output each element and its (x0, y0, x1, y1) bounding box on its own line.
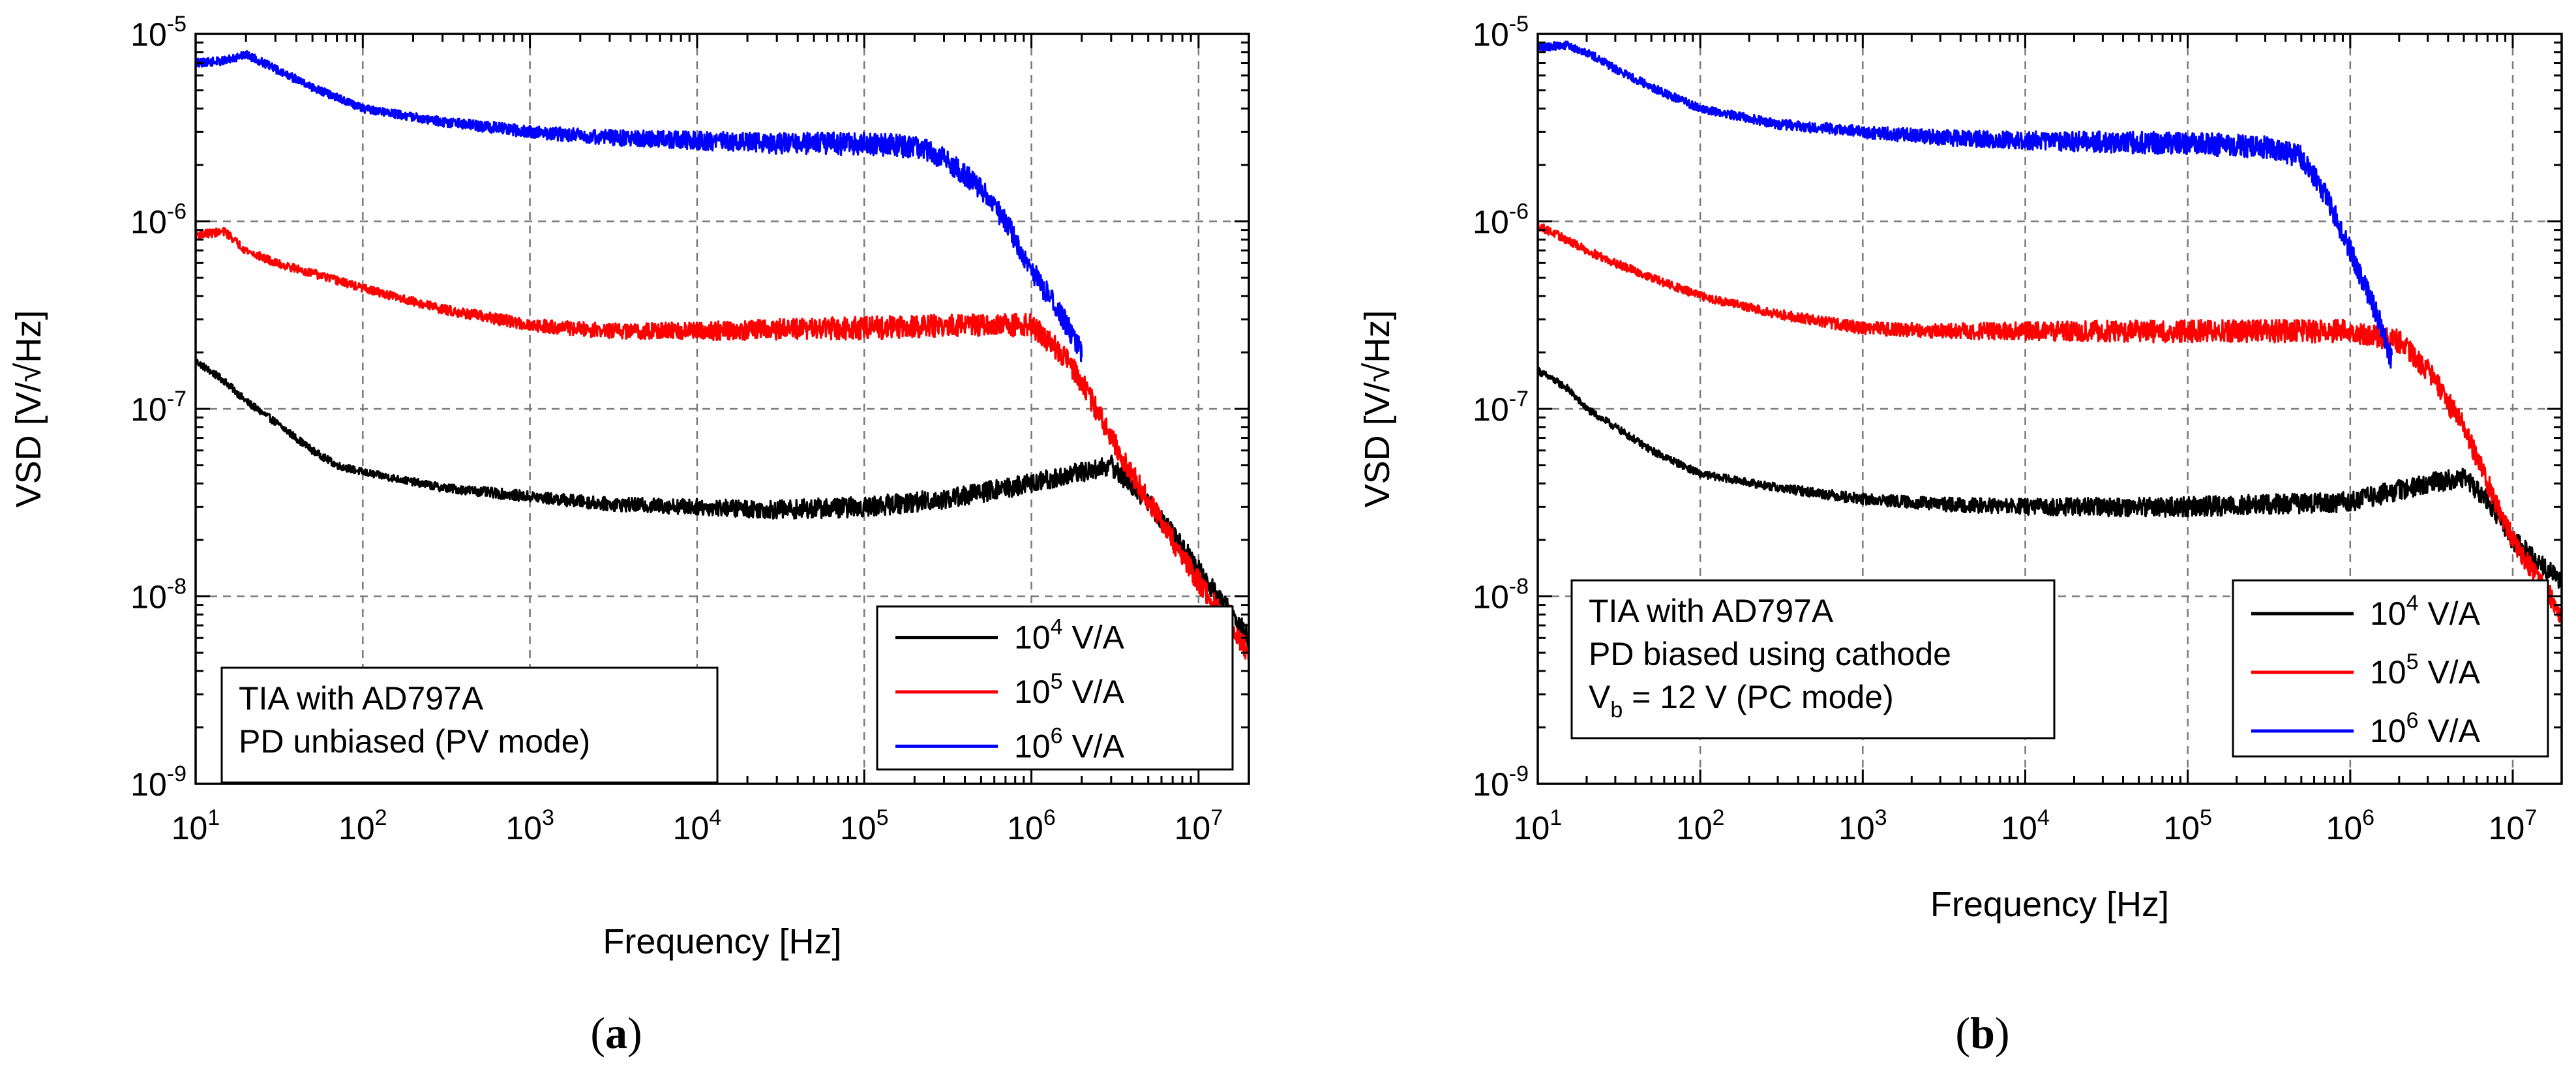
x-tick-label: 102 (338, 805, 387, 846)
annotation-line: PD unbiased (PV mode) (239, 723, 590, 760)
x-tick-label: 105 (2163, 805, 2212, 846)
annotation-line: TIA with AD797A (239, 680, 484, 717)
x-tick-label: 106 (1007, 805, 1056, 846)
annotation: TIA with AD797A PD biased using cathode Vb… (1570, 579, 2056, 739)
y-axis-label: VSD [V/√Hz] (1358, 310, 1397, 508)
chart-panel-b: 101 102 103 104 105 106 107 10-9 10-8 10-7 10-6 10-… (1358, 12, 2563, 924)
y-tick-label: 10-9 (130, 762, 187, 803)
x-tick-label: 107 (2489, 805, 2538, 846)
annotation-box (220, 666, 719, 784)
y-tick-label: 10-7 (1473, 387, 1529, 428)
y-tick-label: 10-7 (130, 387, 187, 428)
caption-a-letter: a (605, 1008, 627, 1058)
caption-a: (a) (590, 1008, 642, 1058)
series-line-4 (196, 359, 1249, 647)
x-tick-label: 103 (1838, 805, 1887, 846)
annotation-line: TIA with AD797A (1589, 593, 1834, 629)
series-group (1538, 40, 2562, 623)
x-axis-label: Frequency [Hz] (1930, 885, 2169, 924)
series-group (196, 50, 1249, 661)
x-tick-label: 102 (1676, 805, 1725, 846)
y-axis-label: VSD [V/√Hz] (9, 310, 48, 508)
series-line-5 (1538, 222, 2562, 623)
caption-b-letter: b (1970, 1008, 1995, 1058)
legend-entry-label: 104 V/A (1014, 615, 1125, 656)
legend: 104 V/A 105 V/A 106 V/A (876, 605, 1234, 771)
x-tick-label: 107 (1175, 805, 1223, 846)
gridlines (1538, 34, 2562, 784)
x-tick-label: 104 (673, 805, 722, 846)
caption-b: (b) (1955, 1008, 2010, 1058)
x-tick-label: 103 (505, 805, 554, 846)
series-line-5 (196, 227, 1249, 661)
series-line-6 (1538, 40, 2393, 369)
ticks (1536, 34, 2563, 785)
legend: 104 V/A 105 V/A 106 V/A (2232, 579, 2549, 758)
y-tick-label: 10-8 (1473, 574, 1529, 616)
legend-entry-label: 105 V/A (2370, 649, 2481, 691)
x-tick-label: 104 (2001, 805, 2050, 846)
y-tick-label: 10-8 (130, 574, 187, 616)
legend-entry-label: 104 V/A (2370, 591, 2481, 632)
legend-entry-label: 106 V/A (2370, 708, 2481, 749)
y-tick-label: 10-6 (130, 200, 187, 241)
y-tick-label: 10-5 (130, 12, 187, 53)
series-line-4 (1538, 366, 2562, 589)
gridlines (196, 34, 1249, 784)
chart-panel-a: 101 102 103 104 105 106 107 10-9 10-8 10-7 10-6 10-… (9, 12, 1250, 961)
annotation-box (1570, 579, 2056, 739)
legend-box (876, 605, 1234, 771)
y-tick-label: 10-5 (1473, 12, 1529, 53)
annotation-line: PD biased using cathode (1589, 636, 1951, 672)
legend-entry-label: 105 V/A (1014, 669, 1125, 710)
x-tick-label: 101 (1514, 805, 1563, 846)
legend-box (2232, 579, 2549, 758)
x-tick-label: 101 (172, 805, 220, 846)
y-tick-label: 10-6 (1473, 200, 1529, 241)
annotation: TIA with AD797A PD unbiased (PV mode) (220, 666, 719, 784)
legend-entry-label: 106 V/A (1014, 723, 1125, 764)
x-tick-label: 105 (840, 805, 889, 846)
annotation-line: Vb = 12 V (PC mode) (1589, 679, 1894, 723)
x-axis-label: Frequency [Hz] (603, 922, 841, 961)
y-tick-label: 10-9 (1473, 762, 1529, 803)
series-line-6 (196, 50, 1083, 363)
x-tick-label: 106 (2326, 805, 2375, 846)
